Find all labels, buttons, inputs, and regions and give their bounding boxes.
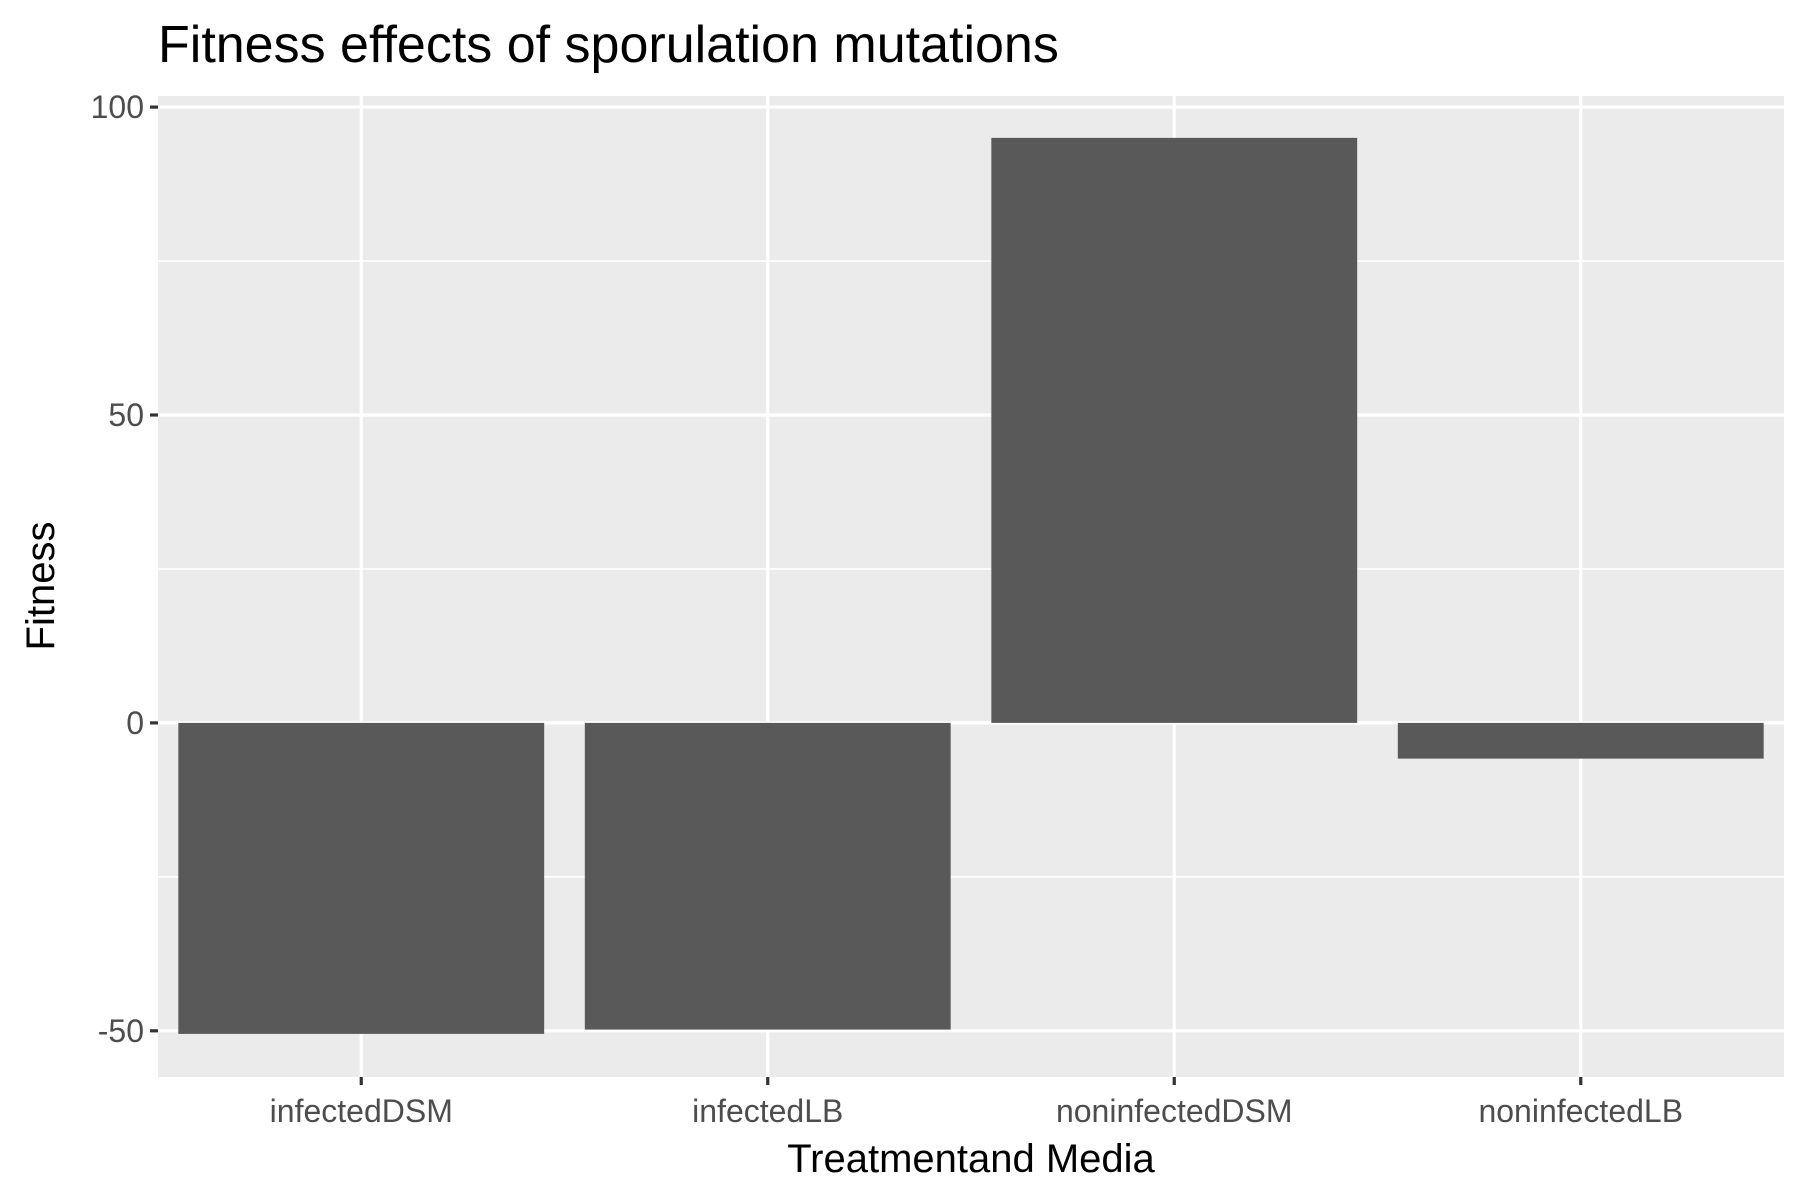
- x-tick-label: infectedDSM: [270, 1093, 453, 1129]
- y-tick-label: 0: [126, 705, 144, 741]
- y-tick-label: 100: [91, 89, 144, 125]
- bar-series: [178, 137, 1764, 1034]
- x-tick-label: noninfectedDSM: [1056, 1093, 1293, 1129]
- bar-infectedDSM: [178, 722, 545, 1034]
- y-tick-label: 50: [108, 397, 144, 433]
- x-axis: infectedDSM infectedLB noninfectedDSM nonin…: [270, 1077, 1683, 1129]
- bar-noninfectedLB: [1397, 722, 1764, 759]
- x-axis-title: Treatmentand Media: [787, 1137, 1155, 1181]
- y-axis-title: Fitness: [19, 522, 63, 651]
- y-axis: -50 0 50 100: [91, 89, 158, 1049]
- x-tick-label: noninfectedLB: [1478, 1093, 1683, 1129]
- x-tick-label: infectedLB: [692, 1093, 843, 1129]
- bar-noninfectedDSM: [991, 137, 1358, 723]
- chart-title: Fitness effects of sporulation mutations: [158, 16, 1059, 74]
- y-tick-label: -50: [98, 1013, 144, 1049]
- bar-infectedLB: [584, 722, 951, 1030]
